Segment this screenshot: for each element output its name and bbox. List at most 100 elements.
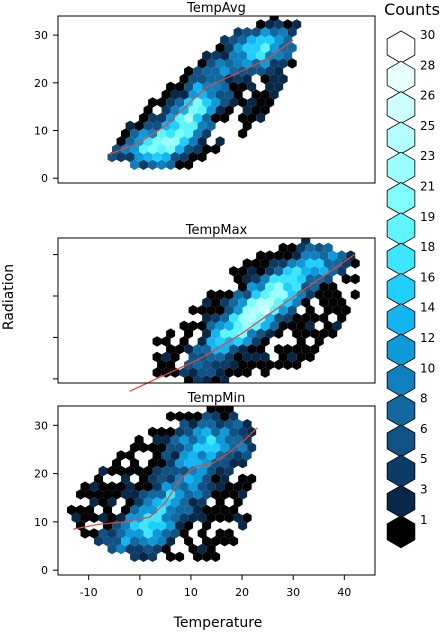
hex-cell [341, 273, 351, 285]
hex-cell [220, 312, 230, 324]
hex-cell [125, 465, 135, 477]
hex-cell [206, 305, 216, 316]
hex-cell [301, 297, 311, 308]
hex-cell [215, 512, 225, 523]
hex-cell [170, 367, 180, 378]
hex-cell [224, 419, 234, 430]
hex-cell [170, 465, 180, 477]
hex-cell [139, 442, 149, 453]
hex-cell [206, 434, 216, 445]
hex-cell [215, 419, 225, 430]
hex-cell [220, 81, 230, 92]
hex-cell [125, 151, 135, 163]
hex-cell [107, 543, 117, 555]
hex-cell [233, 367, 243, 378]
hex-cell [211, 359, 221, 370]
hex-cell [260, 89, 270, 100]
hex-cell [139, 473, 149, 484]
hex-cell [166, 442, 176, 453]
hex-cell [152, 367, 162, 378]
hex-cell [233, 497, 243, 508]
hex-cell [247, 473, 257, 484]
hex-cell [80, 528, 90, 539]
hex-cell [292, 359, 302, 370]
hex-cell [125, 120, 135, 131]
hex-cell [215, 289, 225, 300]
hex-cell [296, 273, 306, 285]
hex-cell [134, 434, 144, 445]
hex-cell [206, 289, 216, 300]
hex-cell [130, 159, 140, 170]
hex-cell [211, 489, 221, 500]
hex-cell [157, 128, 167, 139]
hex-cell [161, 481, 171, 492]
hex-cell [220, 473, 230, 484]
hex-cell [278, 320, 288, 331]
hex-cell [202, 312, 212, 324]
hex-cell [184, 489, 194, 500]
hex-cell [206, 120, 216, 131]
hex-cell [296, 242, 306, 253]
hex-cell [242, 450, 252, 461]
hex-cell [125, 481, 135, 492]
y-tick-label: 10 [34, 516, 48, 529]
hex-cell [166, 159, 176, 170]
hex-cell [184, 442, 194, 453]
hex-cell [233, 320, 243, 331]
legend-label: 18 [420, 240, 435, 254]
y-tick-label: 0 [41, 172, 48, 185]
hex-cell [148, 536, 158, 547]
hex-cell [224, 434, 234, 445]
hex-cell [224, 406, 234, 414]
hex-cell [332, 320, 342, 331]
hex-cell [220, 489, 230, 500]
hex-cell [229, 50, 239, 61]
hex-cell [116, 543, 126, 555]
hex-cell [287, 58, 297, 69]
hex-cell [206, 450, 216, 461]
hex-cell [98, 465, 108, 477]
legend-hex [386, 212, 416, 246]
hex-cell [265, 297, 275, 308]
hex-cell [152, 497, 162, 508]
hex-cell [220, 66, 230, 77]
hex-cell [157, 144, 167, 155]
hex-cell [283, 19, 293, 30]
hex-cell [112, 536, 122, 547]
hex-cell [242, 120, 252, 131]
hex-cell [332, 305, 342, 316]
hex-cell [130, 128, 140, 139]
hex-cell [256, 112, 266, 124]
hex-cell [260, 258, 270, 269]
hex-cell [175, 128, 185, 139]
hex-cell [157, 458, 167, 469]
hex-cell [319, 312, 329, 324]
hex-cell [184, 504, 194, 516]
hex-cell [233, 305, 243, 316]
hex-cell [116, 528, 126, 539]
hex-cell [247, 344, 257, 355]
hex-cell [193, 411, 203, 422]
hex-cell [287, 351, 297, 363]
hex-cell [251, 27, 261, 38]
hex-cell [211, 297, 221, 308]
hex-cell [76, 489, 86, 500]
hex-cell [152, 512, 162, 523]
legend-label: 3 [420, 483, 428, 497]
hex-cell [116, 512, 126, 523]
hex-cell [224, 42, 234, 53]
hex-cell [287, 289, 297, 300]
hex-cell [238, 128, 248, 139]
hex-cell [152, 151, 162, 163]
hex-cell [161, 151, 171, 163]
hex-cell [130, 551, 140, 562]
hex-cell [251, 89, 261, 100]
hex-cell [242, 512, 252, 523]
hex-cell [211, 312, 221, 324]
hex-cell [242, 58, 252, 69]
hex-cell [332, 258, 342, 269]
hex-cell [148, 489, 158, 500]
hex-cell [296, 351, 306, 363]
hex-cell [197, 89, 207, 100]
hex-cell [148, 144, 158, 155]
